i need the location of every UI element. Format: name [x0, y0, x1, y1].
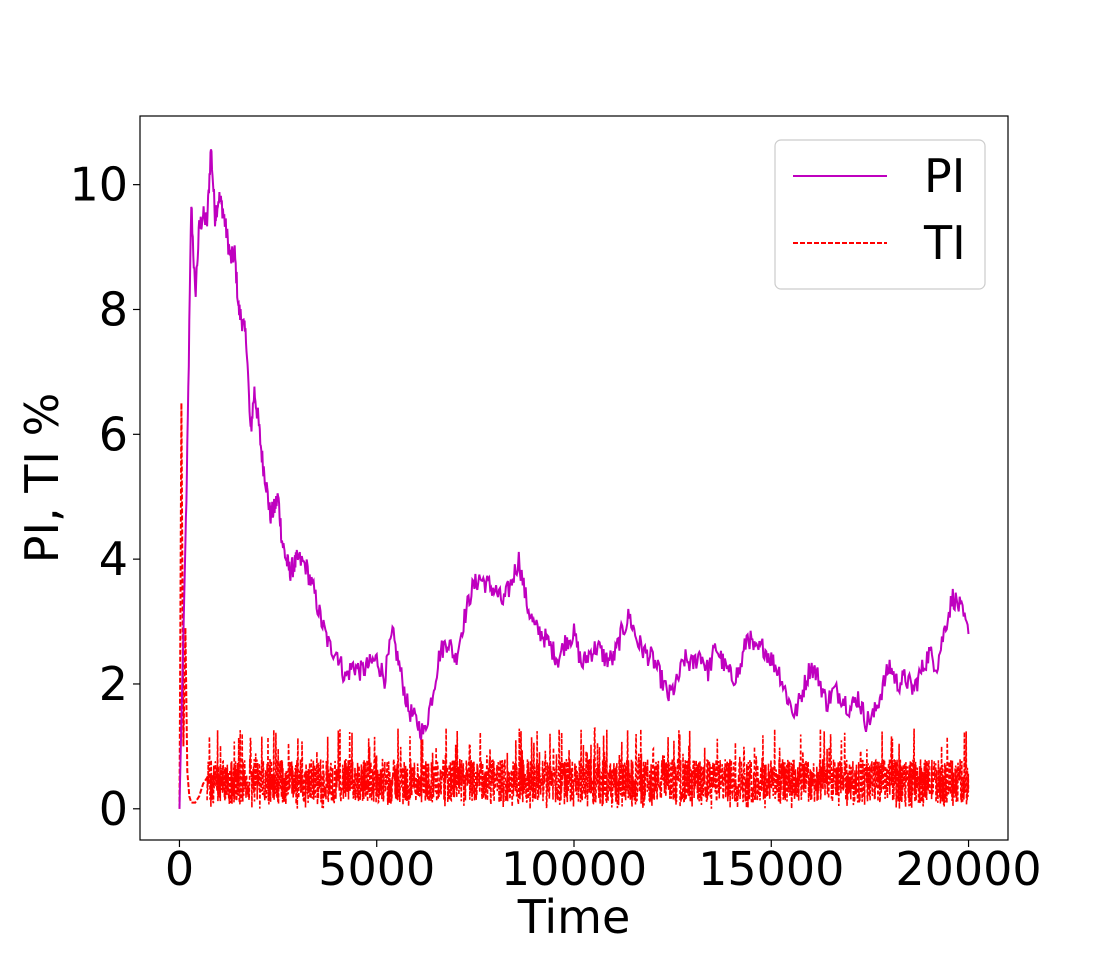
series-ti-line — [178, 403, 220, 809]
series-ti-noise-line — [206, 727, 970, 809]
y-tick-label-0: 0 — [99, 782, 128, 836]
x-tick-label-3: 15000 — [698, 842, 844, 896]
series-pi-line — [178, 149, 970, 809]
legend-box — [774, 139, 986, 290]
y-tick-label-4: 8 — [99, 282, 128, 336]
x-axis: 0 5000 10000 15000 20000 Time — [165, 840, 1042, 944]
x-tick-label-4: 20000 — [895, 842, 1041, 896]
legend: PI TI — [774, 139, 986, 290]
y-axis-title: PI, TI % — [15, 393, 69, 564]
x-tick-label-1: 5000 — [318, 842, 435, 896]
y-tick-label-1: 2 — [99, 657, 128, 711]
y-tick-label-2: 4 — [99, 532, 128, 586]
y-tick-label-3: 6 — [99, 407, 128, 461]
series-layer — [178, 149, 970, 809]
legend-ti-label: TI — [923, 216, 966, 270]
x-tick-label-0: 0 — [165, 842, 194, 896]
y-tick-label-5: 10 — [69, 158, 128, 212]
x-tick-label-2: 10000 — [501, 842, 647, 896]
x-axis-title: Time — [517, 890, 631, 944]
legend-pi-label: PI — [924, 149, 965, 203]
y-axis: 0 2 4 6 8 10 PI, TI % — [15, 158, 140, 836]
